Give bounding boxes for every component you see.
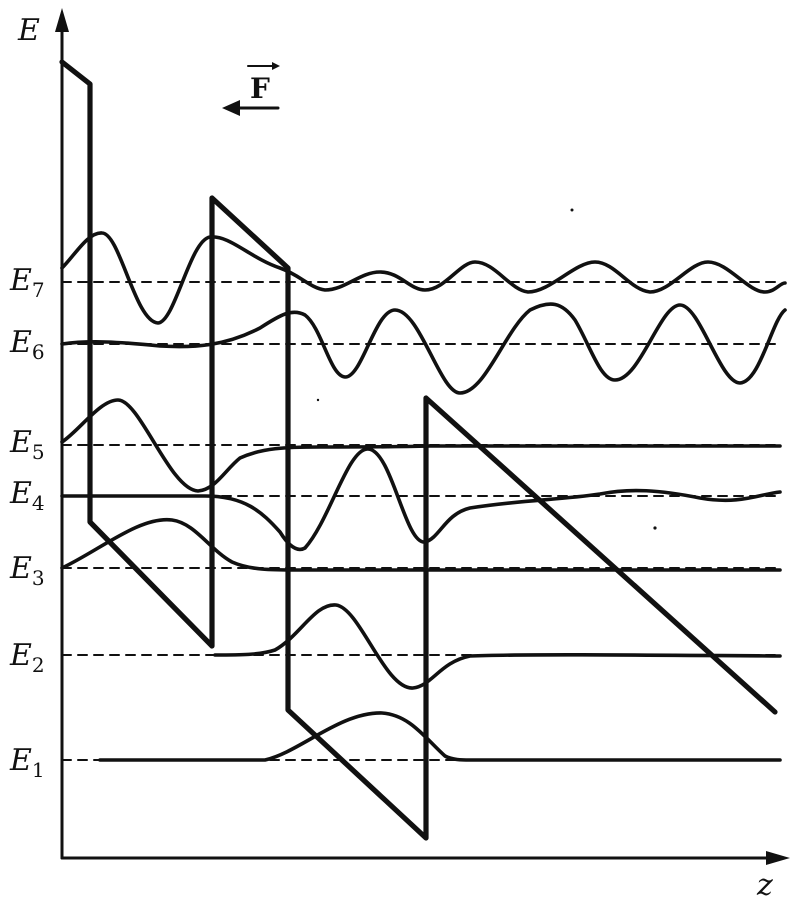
wavefunction-e6	[60, 302, 787, 395]
wavefunction-e1	[98, 711, 782, 762]
vector-overline-head	[272, 62, 280, 70]
energy-axis-label: E	[17, 13, 40, 48]
label-e7: E7	[9, 263, 45, 302]
speck	[316, 398, 320, 402]
label-e3: E3	[9, 551, 45, 590]
label-e6: E6	[9, 325, 45, 364]
level-labels: E1 E2 E3 E4 E5 E6 E7	[9, 263, 45, 782]
axes: E z	[17, 8, 790, 903]
wavefunctions	[60, 231, 787, 762]
wavefunction-e5	[60, 398, 782, 493]
z-axis-arrowhead	[766, 851, 790, 865]
field-symbol: F	[250, 72, 270, 105]
wavefunction-e2	[213, 603, 782, 690]
energy-axis-arrowhead	[55, 8, 69, 32]
superlattice-potential-profile	[59, 59, 778, 841]
wavefunction-e4	[60, 447, 782, 552]
print-specks	[316, 208, 657, 530]
label-e2: E2	[9, 638, 45, 677]
field-arrow-head	[222, 100, 240, 116]
field-vector: F	[222, 62, 280, 116]
z-axis-label: z	[756, 868, 773, 903]
label-e5: E5	[9, 425, 45, 464]
speck	[653, 526, 657, 530]
label-e4: E4	[9, 476, 45, 515]
label-e1: E1	[9, 743, 45, 782]
wavefunction-e7	[60, 231, 787, 325]
speck	[570, 208, 574, 212]
wavefunction-e3	[60, 517, 782, 572]
